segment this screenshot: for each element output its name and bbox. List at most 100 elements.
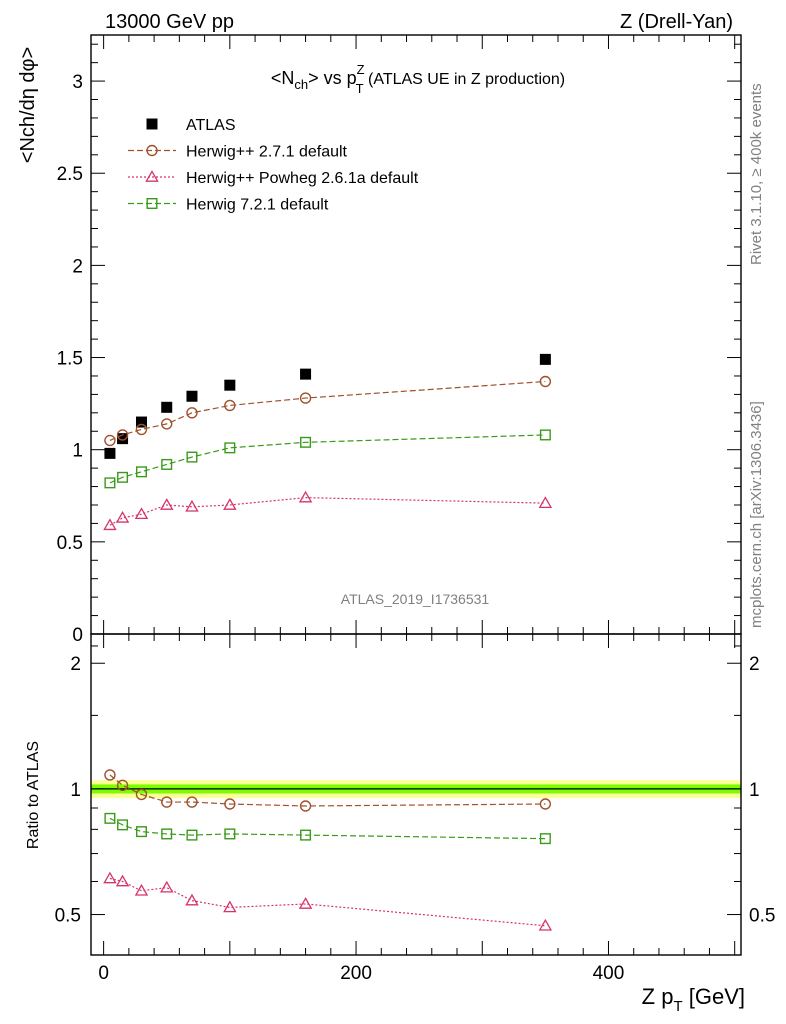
main-point-atlas bbox=[300, 368, 312, 380]
main-point-herwig-2-7-1-default bbox=[116, 429, 129, 441]
ratio-point-herwig-7-2-1-default bbox=[117, 819, 129, 831]
main-line-herwig-powheg-2-6-1a-default bbox=[109, 497, 546, 526]
ratio-ytick-label-right: 1 bbox=[749, 780, 760, 801]
main-point-herwig-2-7-1-default bbox=[186, 407, 198, 419]
legend: ATLAS Herwig++ 2.7.1 default Herwig++ Powh… bbox=[128, 117, 419, 214]
ratio-point-herwig-2-7-1-default bbox=[186, 796, 198, 808]
ratio-ytick-label: 2 bbox=[70, 654, 81, 675]
ratio-xlabel: Z pT [GeV] bbox=[642, 984, 745, 1015]
ratio-line-herwig-7-2-1-default bbox=[109, 817, 546, 840]
legend-entry: ATLAS bbox=[146, 117, 236, 134]
ratio-point-herwig-7-2-1-default bbox=[104, 812, 116, 824]
ratio-point-herwig-powheg-2-6-1a-default bbox=[185, 893, 199, 906]
main-point-atlas bbox=[135, 416, 147, 428]
main-point-herwig-7-2-1-default bbox=[161, 458, 173, 470]
rivet-label: Rivet 3.1.10, ≥ 400k events bbox=[748, 83, 765, 265]
main-point-herwig-2-7-1-default bbox=[299, 392, 312, 404]
main-ytick-label: 3 bbox=[72, 72, 83, 93]
main-panel: 0 0.5 1 1.5 2 2.5 3 bbox=[57, 34, 742, 646]
mcplots-label: mcplots.cern.ch [arXiv:1306.3436] bbox=[748, 401, 765, 628]
chart-title: <Nch> vs pZ T (ATLAS UE in Z production) bbox=[271, 62, 565, 96]
main-point-herwig-7-2-1-default bbox=[224, 442, 236, 454]
ratio-point-herwig-7-2-1-default bbox=[186, 829, 198, 841]
main-point-atlas bbox=[117, 433, 129, 445]
ratio-frame bbox=[90, 633, 742, 956]
legend-label: ATLAS bbox=[186, 117, 236, 134]
ratio-line-herwig-2-7-1-default bbox=[109, 774, 546, 807]
ratio-point-herwig-powheg-2-6-1a-default bbox=[103, 871, 117, 884]
main-point-atlas bbox=[104, 447, 116, 459]
ratio-xtick-label: 0 bbox=[98, 963, 109, 984]
main-point-herwig-powheg-2-6-1a-default bbox=[185, 499, 199, 512]
main-ytick-label: 0.5 bbox=[57, 533, 83, 554]
legend-entry: Herwig 7.2.1 default bbox=[128, 197, 329, 214]
legend-marker bbox=[146, 197, 158, 209]
main-ylabel: <Nch/dη dφ> bbox=[17, 47, 39, 163]
ratio-ytick-label: 0.5 bbox=[55, 906, 81, 927]
ratio-point-herwig-2-7-1-default bbox=[116, 779, 129, 792]
main-point-herwig-powheg-2-6-1a-default bbox=[223, 498, 237, 510]
main-point-atlas bbox=[186, 390, 198, 402]
ratio-point-herwig-7-2-1-default bbox=[161, 828, 173, 840]
ratio-panel: 0.5 0.5 1 1 2 2 0 200 400 bbox=[55, 620, 775, 984]
ratio-xtick-label: 200 bbox=[340, 963, 372, 984]
ratio-point-herwig-2-7-1-default bbox=[104, 769, 116, 781]
ratio-point-herwig-2-7-1-default bbox=[299, 800, 312, 812]
legend-label: Herwig++ Powheg 2.6.1a default bbox=[186, 170, 419, 187]
main-point-atlas bbox=[539, 353, 551, 365]
ratio-point-herwig-7-2-1-default bbox=[224, 828, 236, 840]
main-point-herwig-2-7-1-default bbox=[161, 418, 173, 430]
main-point-herwig-7-2-1-default bbox=[104, 477, 116, 489]
main-point-herwig-powheg-2-6-1a-default bbox=[115, 510, 130, 523]
ratio-point-herwig-powheg-2-6-1a-default bbox=[538, 918, 553, 931]
legend-entry: Herwig++ Powheg 2.6.1a default bbox=[128, 170, 419, 187]
ratio-point-herwig-2-7-1-default bbox=[224, 798, 236, 810]
main-point-atlas bbox=[224, 379, 236, 391]
header-right: Z (Drell-Yan) bbox=[620, 11, 733, 33]
legend-label: Herwig 7.2.1 default bbox=[186, 197, 329, 214]
ratio-ytick-label-right: 2 bbox=[749, 654, 760, 675]
main-line-herwig-2-7-1-default bbox=[109, 380, 546, 442]
ratio-point-herwig-powheg-2-6-1a-default bbox=[134, 883, 149, 896]
main-point-herwig-2-7-1-default bbox=[135, 423, 148, 436]
ratio-point-herwig-2-7-1-default bbox=[161, 796, 173, 808]
main-point-herwig-7-2-1-default bbox=[117, 471, 129, 483]
main-point-herwig-powheg-2-6-1a-default bbox=[103, 518, 117, 531]
ratio-ytick-label-right: 0.5 bbox=[749, 906, 775, 927]
ratio-point-herwig-powheg-2-6-1a-default bbox=[160, 880, 174, 893]
main-point-herwig-powheg-2-6-1a-default bbox=[160, 498, 174, 510]
legend-marker bbox=[145, 170, 159, 182]
main-point-herwig-2-7-1-default bbox=[104, 434, 116, 447]
ratio-point-herwig-7-2-1-default bbox=[539, 833, 551, 845]
main-point-atlas bbox=[161, 401, 173, 413]
main-point-herwig-2-7-1-default bbox=[539, 375, 552, 388]
ratio-ytick-label: 1 bbox=[70, 780, 81, 801]
legend-marker bbox=[146, 118, 158, 130]
analysis-watermark: ATLAS_2019_I1736531 bbox=[341, 591, 490, 607]
legend-entry: Herwig++ 2.7.1 default bbox=[128, 144, 348, 161]
ratio-point-herwig-7-2-1-default bbox=[135, 826, 147, 838]
ratio-point-herwig-2-7-1-default bbox=[539, 798, 552, 810]
ratio-point-herwig-7-2-1-default bbox=[300, 829, 312, 841]
main-ytick-label: 0 bbox=[72, 625, 83, 646]
legend-marker bbox=[146, 144, 158, 157]
ratio-xtick-label: 400 bbox=[593, 963, 625, 984]
main-ytick-label: 2 bbox=[72, 256, 83, 277]
main-ytick-label: 1 bbox=[72, 441, 83, 462]
main-point-herwig-7-2-1-default bbox=[186, 451, 198, 463]
main-ytick-label: 2.5 bbox=[57, 164, 83, 185]
main-point-herwig-7-2-1-default bbox=[539, 429, 551, 441]
ratio-ylabel: Ratio to ATLAS bbox=[25, 741, 42, 849]
legend-label: Herwig++ 2.7.1 default bbox=[186, 144, 348, 161]
ratio-point-herwig-2-7-1-default bbox=[135, 788, 148, 801]
header-left: 13000 GeV pp bbox=[105, 11, 234, 33]
ratio-point-herwig-powheg-2-6-1a-default bbox=[298, 897, 313, 909]
main-point-herwig-powheg-2-6-1a-default bbox=[298, 490, 313, 503]
main-point-herwig-7-2-1-default bbox=[300, 436, 312, 448]
ratio-point-herwig-powheg-2-6-1a-default bbox=[223, 900, 237, 913]
ratio-line-herwig-powheg-2-6-1a-default bbox=[109, 877, 546, 927]
main-line-herwig-7-2-1-default bbox=[109, 434, 546, 484]
main-point-herwig-powheg-2-6-1a-default bbox=[538, 496, 553, 508]
main-point-herwig-2-7-1-default bbox=[224, 399, 236, 412]
